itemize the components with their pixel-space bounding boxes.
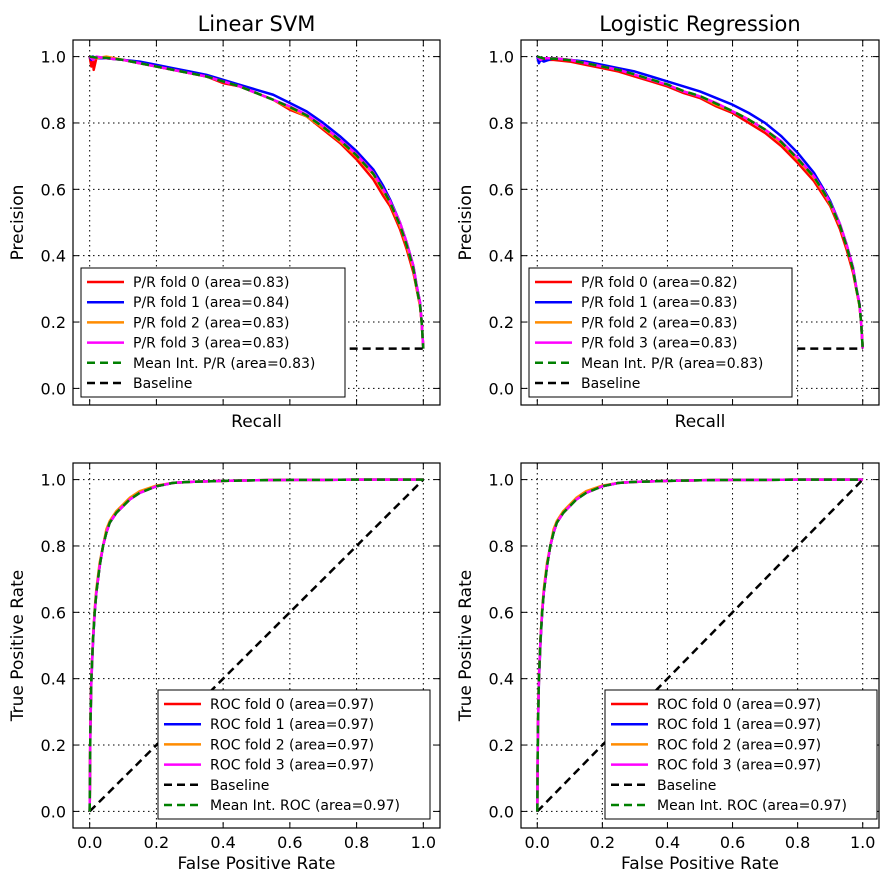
y-tick-label: 1.0 (489, 471, 514, 490)
y-tick-label: 0.4 (41, 670, 66, 689)
x-tick-label: 0.2 (590, 833, 615, 852)
chart-panel-2: 0.0 0.2 0.4 0.6 0.8 1.0 0.0 0.2 0.4 0.6 0.8 1.0 Fals… (8, 462, 441, 874)
x-tick-label: 0.8 (344, 833, 369, 852)
y-axis-label: True Positive Rate (456, 570, 476, 722)
legend-label: P/R fold 1 (area=0.83) (581, 295, 737, 311)
y-tick-label: 0.6 (489, 180, 514, 199)
legend-label: Mean Int. P/R (area=0.83) (133, 356, 315, 372)
chart-panel-3: 0.0 0.2 0.4 0.6 0.8 1.0 0.0 0.2 0.4 0.6 0.8 1.0 Fals… (456, 462, 880, 874)
legend-label: P/R fold 0 (area=0.83) (133, 275, 289, 291)
legend-label: Mean Int. ROC (area=0.97) (657, 798, 847, 814)
legend-label: ROC fold 2 (area=0.97) (657, 737, 821, 753)
x-axis-label: False Positive Rate (178, 854, 336, 874)
chart-title: Logistic Regression (599, 12, 800, 36)
x-tick-label: 0.6 (277, 833, 302, 852)
legend: P/R fold 0 (area=0.82) P/R fold 1 (area=0… (528, 267, 793, 398)
legend-label: ROC fold 1 (area=0.97) (657, 717, 821, 733)
legend-label: Mean Int. P/R (area=0.83) (581, 356, 763, 372)
y-tick-label: 0.0 (41, 379, 66, 398)
y-tick-label: 0.6 (41, 603, 66, 622)
grid (521, 463, 879, 828)
legend-label: ROC fold 3 (area=0.97) (657, 758, 821, 774)
y-tick-label: 0.6 (489, 603, 514, 622)
legend-label: P/R fold 2 (area=0.83) (133, 315, 289, 331)
y-tick-label: 1.0 (41, 471, 66, 490)
legend-label: Mean Int. ROC (area=0.97) (210, 798, 400, 814)
series-line-4 (89, 55, 425, 349)
y-tick-label: 0.0 (489, 379, 514, 398)
grid (73, 463, 440, 828)
x-tick-label: 0.8 (785, 833, 810, 852)
y-axis-label: Precision (456, 185, 476, 261)
y-tick-label: 0.2 (489, 736, 514, 755)
x-tick-label: 0.6 (720, 833, 745, 852)
y-tick-label: 0.0 (41, 802, 66, 821)
x-axis-label: Recall (675, 412, 726, 432)
legend: ROC fold 0 (area=0.97) ROC fold 1 (area=0… (157, 689, 431, 820)
x-tick-label: 0.4 (655, 833, 680, 852)
y-axis-label: True Positive Rate (8, 570, 28, 722)
series-line-4 (88, 478, 425, 813)
chart-panel-1: 0.0 0.2 0.4 0.6 0.8 1.0 Logistic Regression Rec… (456, 12, 880, 432)
x-tick-label: 0.2 (144, 833, 169, 852)
legend-label: P/R fold 1 (area=0.84) (133, 295, 289, 311)
legend-label: ROC fold 1 (area=0.97) (210, 717, 374, 733)
y-tick-label: 0.4 (41, 247, 66, 266)
axes-frame (72, 39, 441, 406)
legend-box (528, 267, 793, 398)
y-tick-label: 0.8 (41, 537, 66, 556)
y-tick-label: 1.0 (41, 48, 66, 67)
y-tick-label: 0.8 (41, 114, 66, 133)
y-tick-label: 0.4 (489, 670, 514, 689)
axes-frame (520, 462, 880, 829)
y-tick-label: 0.0 (489, 802, 514, 821)
legend-label: ROC fold 0 (area=0.97) (657, 697, 821, 713)
grid (521, 40, 879, 405)
y-tick-label: 0.2 (41, 736, 66, 755)
legend-label: P/R fold 2 (area=0.83) (581, 315, 737, 331)
legend-label: ROC fold 3 (area=0.97) (210, 758, 374, 774)
legend: ROC fold 0 (area=0.97) ROC fold 1 (area=0… (604, 689, 878, 820)
series-group (88, 478, 425, 813)
x-axis-label: Recall (231, 412, 282, 432)
chart-title: Linear SVM (198, 12, 316, 36)
x-axis-label: False Positive Rate (621, 854, 779, 874)
legend-box (80, 267, 346, 398)
legend-label: Baseline (657, 778, 716, 794)
legend-label: Baseline (581, 376, 640, 392)
x-tick-label: 1.0 (850, 833, 875, 852)
series-line-5 (536, 478, 863, 812)
x-tick-label: 1.0 (411, 833, 436, 852)
x-tick-label: 0.0 (77, 833, 102, 852)
chart-panel-0: 0.0 0.2 0.4 0.6 0.8 1.0 Linear SVM Recall Precis… (8, 12, 441, 432)
y-tick-label: 1.0 (489, 48, 514, 67)
y-tick-label: 0.8 (489, 114, 514, 133)
series-line-4 (536, 55, 864, 349)
legend-box (604, 689, 878, 820)
y-tick-label: 0.6 (41, 180, 66, 199)
legend: P/R fold 0 (area=0.83) P/R fold 1 (area=0… (80, 267, 346, 398)
legend-label: P/R fold 3 (area=0.83) (133, 336, 289, 352)
axes-frame (72, 462, 441, 829)
y-tick-label: 0.8 (489, 537, 514, 556)
legend-label: Baseline (210, 778, 269, 794)
legend-label: P/R fold 3 (area=0.83) (581, 336, 737, 352)
legend-box (157, 689, 431, 820)
legend-label: ROC fold 0 (area=0.97) (210, 697, 374, 713)
y-tick-label: 0.2 (489, 313, 514, 332)
legend-label: P/R fold 0 (area=0.82) (581, 275, 737, 291)
x-tick-label: 0.0 (525, 833, 550, 852)
legend-label: ROC fold 2 (area=0.97) (210, 737, 374, 753)
series-line-5 (88, 478, 424, 812)
x-tick-label: 0.4 (210, 833, 235, 852)
y-tick-label: 0.4 (489, 247, 514, 266)
y-axis-label: Precision (8, 185, 28, 261)
y-tick-label: 0.2 (41, 313, 66, 332)
axes-frame (520, 39, 880, 406)
legend-label: Baseline (133, 376, 192, 392)
series-group (536, 478, 864, 813)
